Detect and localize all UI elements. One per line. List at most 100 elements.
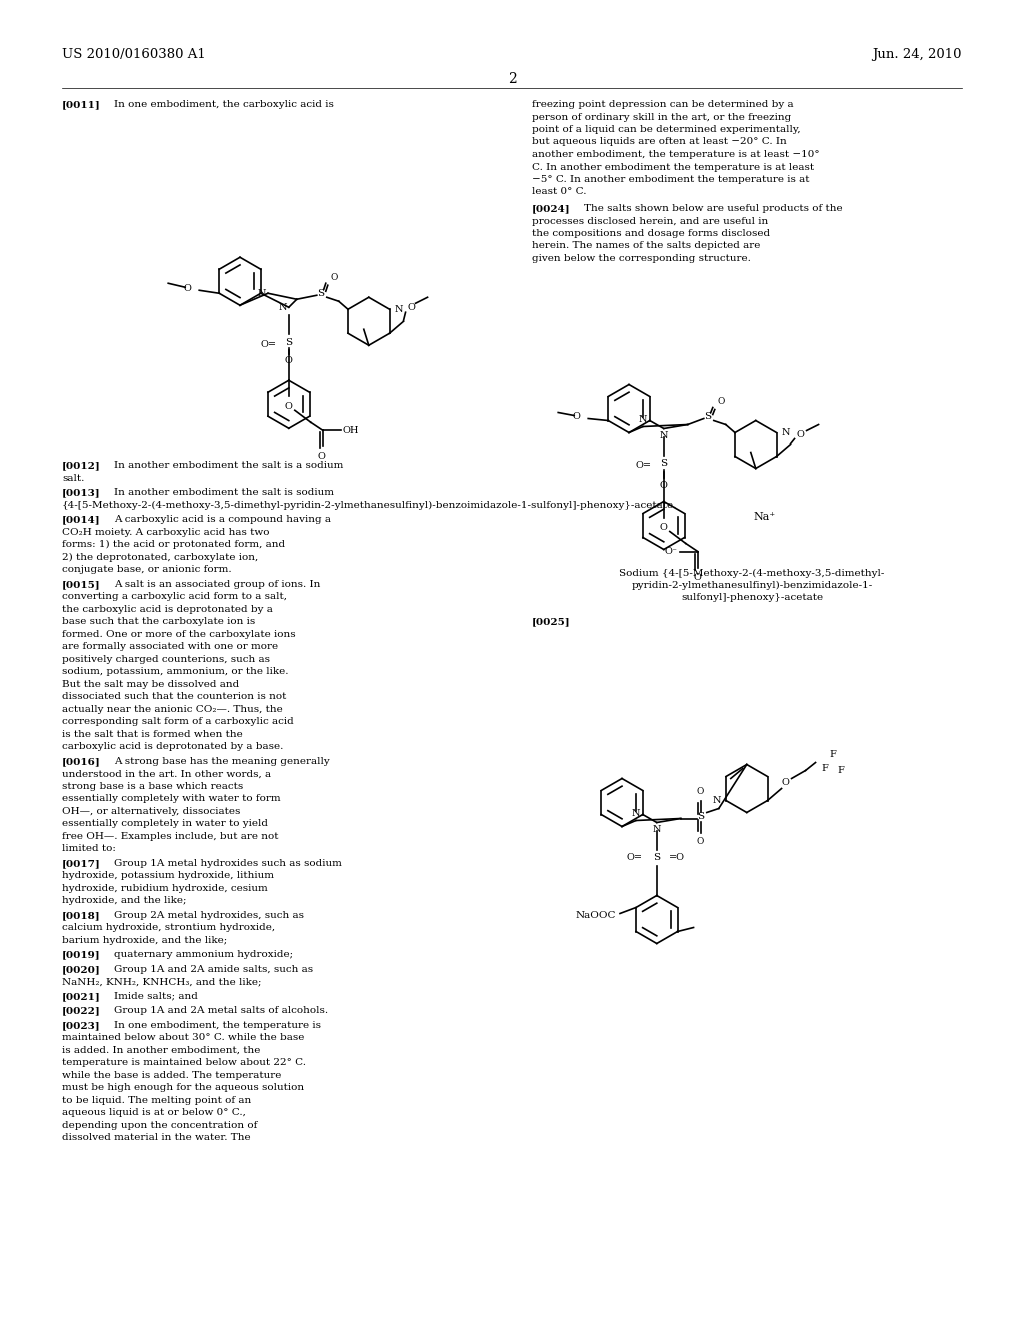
Text: N: N [639, 416, 647, 425]
Text: free OH—. Examples include, but are not: free OH—. Examples include, but are not [62, 832, 279, 841]
Text: sulfonyl]-phenoxy}-acetate: sulfonyl]-phenoxy}-acetate [681, 593, 823, 602]
Text: [0018]: [0018] [62, 911, 100, 920]
Text: O=: O= [261, 339, 276, 348]
Text: [0020]: [0020] [62, 965, 100, 974]
Text: are formally associated with one or more: are formally associated with one or more [62, 643, 279, 651]
Text: is added. In another embodiment, the: is added. In another embodiment, the [62, 1045, 260, 1055]
Text: must be high enough for the aqueous solution: must be high enough for the aqueous solu… [62, 1084, 304, 1092]
Text: carboxylic acid is deprotonated by a base.: carboxylic acid is deprotonated by a bas… [62, 742, 284, 751]
Text: pyridin-2-ylmethanesulfinyl)-benzimidazole-1-: pyridin-2-ylmethanesulfinyl)-benzimidazo… [632, 581, 872, 590]
Text: O: O [285, 403, 293, 412]
Text: O: O [694, 573, 701, 582]
Text: [0016]: [0016] [62, 756, 100, 766]
Text: [0021]: [0021] [62, 991, 100, 1001]
Text: [0022]: [0022] [62, 1006, 100, 1015]
Text: In one embodiment, the temperature is: In one embodiment, the temperature is [114, 1020, 321, 1030]
Text: US 2010/0160380 A1: US 2010/0160380 A1 [62, 48, 206, 61]
Text: OH—, or alternatively, dissociates: OH—, or alternatively, dissociates [62, 807, 241, 816]
Text: [0023]: [0023] [62, 1020, 100, 1030]
Text: O: O [797, 430, 805, 440]
Text: A carboxylic acid is a compound having a: A carboxylic acid is a compound having a [114, 515, 331, 524]
Text: O: O [183, 284, 191, 293]
Text: barium hydroxide, and the like;: barium hydroxide, and the like; [62, 936, 227, 945]
Text: In another embodiment the salt is a sodium: In another embodiment the salt is a sodi… [114, 461, 343, 470]
Text: converting a carboxylic acid form to a salt,: converting a carboxylic acid form to a s… [62, 593, 287, 601]
Text: 2: 2 [508, 73, 516, 86]
Text: conjugate base, or anionic form.: conjugate base, or anionic form. [62, 565, 231, 574]
Text: S: S [653, 853, 660, 862]
Text: essentially completely with water to form: essentially completely with water to for… [62, 795, 281, 804]
Text: O: O [572, 412, 581, 421]
Text: essentially completely in water to yield: essentially completely in water to yield [62, 820, 268, 828]
Text: dissociated such that the counterion is not: dissociated such that the counterion is … [62, 692, 287, 701]
Text: CO₂H moiety. A carboxylic acid has two: CO₂H moiety. A carboxylic acid has two [62, 528, 269, 537]
Text: [0011]: [0011] [62, 100, 100, 110]
Text: positively charged counterions, such as: positively charged counterions, such as [62, 655, 270, 664]
Text: O: O [696, 837, 703, 846]
Text: C. In another embodiment the temperature is at least: C. In another embodiment the temperature… [532, 162, 814, 172]
Text: O: O [696, 788, 703, 796]
Text: given below the corresponding structure.: given below the corresponding structure. [532, 253, 751, 263]
Text: But the salt may be dissolved and: But the salt may be dissolved and [62, 680, 240, 689]
Text: OH: OH [343, 426, 359, 434]
Text: O: O [285, 356, 293, 364]
Text: dissolved material in the water. The: dissolved material in the water. The [62, 1134, 251, 1142]
Text: hydroxide, rubidium hydroxide, cesium: hydroxide, rubidium hydroxide, cesium [62, 884, 267, 892]
Text: In another embodiment the salt is sodium: In another embodiment the salt is sodium [114, 488, 334, 498]
Text: hydroxide, and the like;: hydroxide, and the like; [62, 896, 186, 906]
Text: processes disclosed herein, and are useful in: processes disclosed herein, and are usef… [532, 216, 768, 226]
Text: N: N [781, 428, 791, 437]
Text: forms: 1) the acid or protonated form, and: forms: 1) the acid or protonated form, a… [62, 540, 285, 549]
Text: [0015]: [0015] [62, 579, 100, 589]
Text: person of ordinary skill in the art, or the freezing: person of ordinary skill in the art, or … [532, 112, 792, 121]
Text: O: O [659, 524, 668, 532]
Text: aqueous liquid is at or below 0° C.,: aqueous liquid is at or below 0° C., [62, 1109, 246, 1117]
Text: to be liquid. The melting point of an: to be liquid. The melting point of an [62, 1096, 251, 1105]
Text: understood in the art. In other words, a: understood in the art. In other words, a [62, 770, 271, 779]
Text: 2) the deprotonated, carboxylate ion,: 2) the deprotonated, carboxylate ion, [62, 553, 258, 562]
Text: limited to:: limited to: [62, 845, 116, 853]
Text: [0024]: [0024] [532, 205, 570, 213]
Text: S: S [705, 412, 712, 421]
Text: O: O [781, 777, 790, 787]
Text: [0017]: [0017] [62, 859, 100, 867]
Text: A salt is an associated group of ions. In: A salt is an associated group of ions. I… [114, 579, 321, 589]
Text: quaternary ammonium hydroxide;: quaternary ammonium hydroxide; [114, 950, 293, 960]
Text: F: F [829, 750, 837, 759]
Text: while the base is added. The temperature: while the base is added. The temperature [62, 1071, 282, 1080]
Text: S: S [660, 459, 668, 469]
Text: O=: O= [636, 461, 652, 470]
Text: S: S [317, 289, 325, 298]
Text: Jun. 24, 2010: Jun. 24, 2010 [872, 48, 962, 61]
Text: N: N [257, 289, 266, 298]
Text: [0025]: [0025] [532, 618, 570, 627]
Text: N: N [279, 302, 287, 312]
Text: [0019]: [0019] [62, 950, 100, 960]
Text: hydroxide, potassium hydroxide, lithium: hydroxide, potassium hydroxide, lithium [62, 871, 274, 880]
Text: maintained below about 30° C. while the base: maintained below about 30° C. while the … [62, 1034, 304, 1043]
Text: A strong base has the meaning generally: A strong base has the meaning generally [114, 756, 330, 766]
Text: temperature is maintained below about 22° C.: temperature is maintained below about 22… [62, 1059, 306, 1068]
Text: freezing point depression can be determined by a: freezing point depression can be determi… [532, 100, 794, 110]
Text: S: S [286, 338, 292, 347]
Text: In one embodiment, the carboxylic acid is: In one embodiment, the carboxylic acid i… [114, 100, 334, 110]
Text: O: O [659, 482, 668, 491]
Text: O: O [408, 302, 416, 312]
Text: S: S [697, 812, 705, 821]
Text: N: N [652, 825, 662, 833]
Text: O=: O= [627, 853, 643, 862]
Text: sodium, potassium, ammonium, or the like.: sodium, potassium, ammonium, or the like… [62, 667, 289, 676]
Text: is the salt that is formed when the: is the salt that is formed when the [62, 730, 243, 739]
Text: calcium hydroxide, strontium hydroxide,: calcium hydroxide, strontium hydroxide, [62, 923, 275, 932]
Text: N: N [632, 809, 640, 818]
Text: herein. The names of the salts depicted are: herein. The names of the salts depicted … [532, 242, 761, 251]
Text: actually near the anionic CO₂—. Thus, the: actually near the anionic CO₂—. Thus, th… [62, 705, 283, 714]
Text: =O: =O [669, 853, 685, 862]
Text: salt.: salt. [62, 474, 84, 483]
Text: point of a liquid can be determined experimentally,: point of a liquid can be determined expe… [532, 125, 801, 135]
Text: least 0° C.: least 0° C. [532, 187, 587, 197]
Text: N: N [659, 430, 668, 440]
Text: NaOOC: NaOOC [575, 911, 616, 920]
Text: {4-[5-Methoxy-2-(4-methoxy-3,5-dimethyl-pyridin-2-ylmethanesulfinyl)-benzoimidaz: {4-[5-Methoxy-2-(4-methoxy-3,5-dimethyl-… [62, 500, 677, 510]
Text: The salts shown below are useful products of the: The salts shown below are useful product… [584, 205, 843, 213]
